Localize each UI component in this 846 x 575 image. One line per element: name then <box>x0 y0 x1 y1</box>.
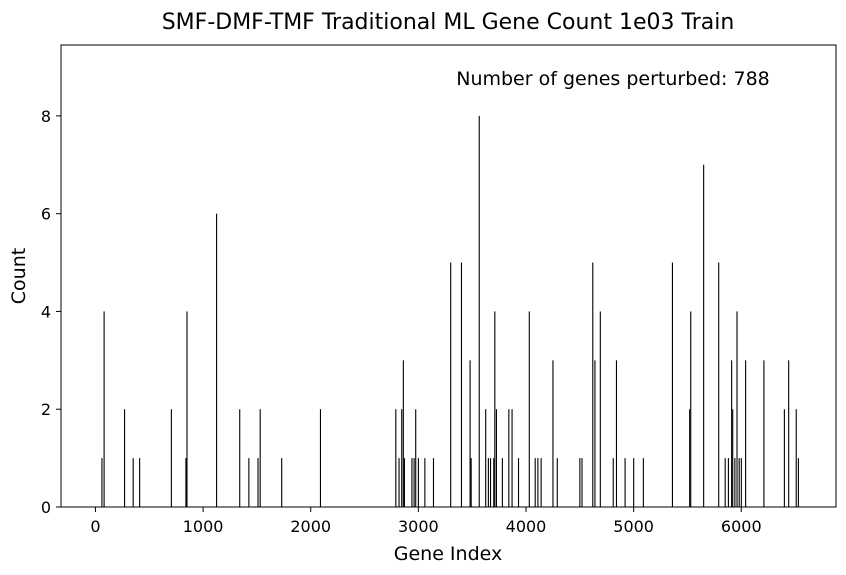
bar <box>745 360 747 507</box>
chart-title: SMF-DMF-TMF Traditional ML Gene Count 1e… <box>162 10 735 35</box>
bar <box>689 409 691 507</box>
bar <box>403 458 405 507</box>
x-axis-ticks: 0 1000 2000 3000 4000 5000 6000 <box>90 507 762 536</box>
bar <box>495 409 497 507</box>
bar <box>736 311 738 507</box>
bar <box>132 458 134 507</box>
bar <box>186 311 188 507</box>
y-tick-label: 8 <box>41 107 51 126</box>
y-axis-ticks: 0 2 4 6 8 <box>41 107 61 517</box>
bar <box>424 458 426 507</box>
bar <box>139 458 141 507</box>
bar <box>469 360 471 507</box>
x-tick-label: 2000 <box>290 517 331 536</box>
bar <box>740 458 742 507</box>
bar <box>402 360 404 507</box>
bar <box>460 262 463 507</box>
bar <box>432 458 435 507</box>
bar <box>508 409 510 507</box>
y-tick-label: 4 <box>41 302 51 321</box>
bar <box>797 458 799 507</box>
bar <box>633 458 635 507</box>
bar <box>493 458 495 507</box>
x-tick-label: 4000 <box>506 517 547 536</box>
x-tick-label: 6000 <box>721 517 762 536</box>
bar <box>540 458 542 507</box>
bar <box>537 458 539 507</box>
plot-area <box>60 44 837 508</box>
bar <box>257 458 259 507</box>
bar <box>470 458 472 507</box>
bar <box>795 409 797 507</box>
bar <box>703 164 705 507</box>
bar <box>594 360 596 507</box>
bar <box>556 458 558 507</box>
bar <box>615 360 618 507</box>
x-tick-label: 0 <box>90 517 100 536</box>
bar <box>413 458 415 507</box>
bars-group <box>101 115 799 508</box>
bar <box>731 360 733 507</box>
bar <box>642 458 644 507</box>
x-tick-label: 5000 <box>613 517 654 536</box>
bar <box>671 262 673 507</box>
bar <box>395 409 397 507</box>
bar <box>592 262 594 507</box>
bar <box>487 458 489 507</box>
bar <box>485 409 487 507</box>
bar <box>788 360 790 507</box>
bar <box>398 458 400 507</box>
bar <box>501 458 503 507</box>
bar <box>103 311 105 507</box>
bar <box>170 409 172 507</box>
bar <box>239 409 241 507</box>
bar <box>624 458 626 507</box>
bar <box>259 409 261 507</box>
bar <box>319 409 322 507</box>
bar <box>185 458 187 507</box>
bar <box>763 360 765 507</box>
bar <box>552 360 554 507</box>
bar <box>724 458 726 507</box>
bar <box>517 458 520 507</box>
x-axis-label: Gene Index <box>394 543 503 565</box>
genes-perturbed-annotation: Number of genes perturbed: 788 <box>456 68 770 90</box>
bar <box>734 458 736 507</box>
bar <box>494 311 496 507</box>
bar <box>783 409 785 507</box>
bar <box>579 458 581 507</box>
bar <box>489 458 492 507</box>
bar <box>690 311 692 507</box>
bar <box>101 458 103 507</box>
bar <box>401 409 403 507</box>
bar <box>511 409 513 507</box>
bar <box>732 409 734 507</box>
bar <box>450 262 452 507</box>
bar <box>581 458 583 507</box>
bar <box>599 311 601 507</box>
bar <box>216 213 218 508</box>
bar <box>718 262 720 507</box>
bar <box>411 458 413 507</box>
bar <box>534 458 536 507</box>
bar <box>415 409 417 507</box>
y-tick-label: 2 <box>41 400 51 419</box>
bar <box>124 409 126 507</box>
bar <box>478 115 480 507</box>
bar <box>738 458 740 507</box>
x-tick-label: 1000 <box>183 517 224 536</box>
bar <box>528 311 530 507</box>
y-axis-label: Count <box>8 248 30 304</box>
bar <box>727 458 729 507</box>
bar <box>281 458 283 507</box>
bar <box>417 458 419 507</box>
x-tick-label: 3000 <box>398 517 439 536</box>
bar <box>612 458 614 507</box>
y-tick-label: 6 <box>41 205 51 224</box>
bar <box>248 458 250 507</box>
y-tick-label: 0 <box>41 498 51 517</box>
